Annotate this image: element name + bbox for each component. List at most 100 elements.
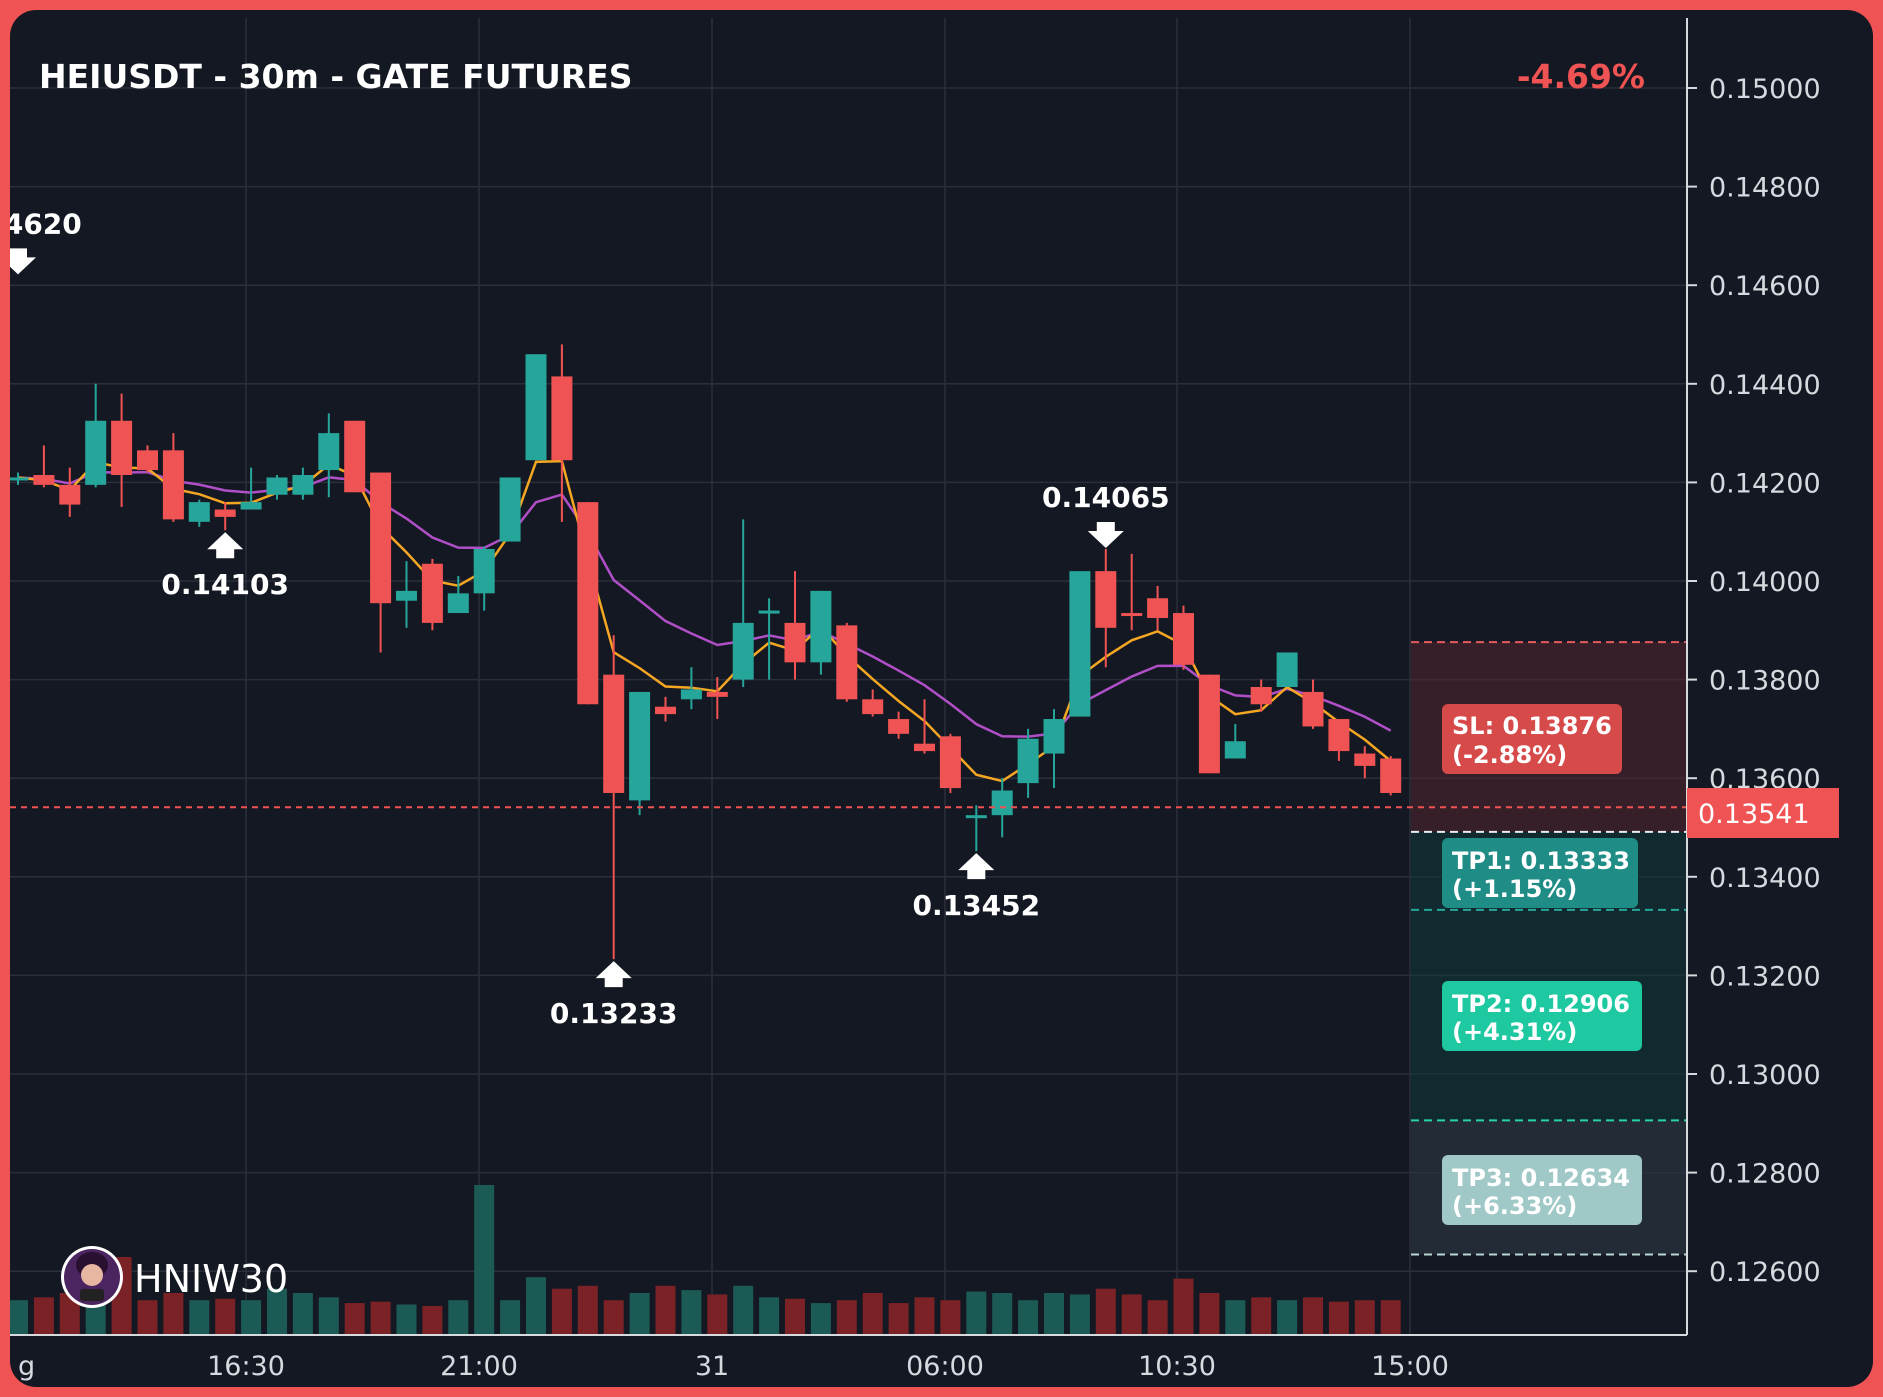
- candle-body: [1069, 571, 1091, 717]
- candle-body: [1276, 652, 1298, 687]
- y-tick-label: 0.14400: [1709, 370, 1821, 401]
- x-tick-label: g: [18, 1351, 35, 1382]
- candle-body: [1121, 613, 1143, 617]
- low-marker-label: 0.13452: [913, 889, 1041, 922]
- sl-badge: SL: 0.13876 (-2.88%): [1442, 704, 1622, 774]
- volume-bar: [707, 1294, 728, 1335]
- volume-bar: [810, 1303, 831, 1335]
- volume-bar: [10, 1300, 28, 1335]
- tp1-badge-percent: (+1.15%): [1452, 875, 1577, 903]
- volume-bar: [526, 1277, 546, 1335]
- volume-bar: [267, 1288, 287, 1335]
- candle-body: [421, 563, 443, 623]
- tp3-badge-price: TP3: 0.12634: [1452, 1164, 1630, 1192]
- price-chart[interactable]: 0.14620 0.14103 0.13233 0.14065 0.13452 0.15…: [10, 10, 1873, 1387]
- volume-bar: [396, 1304, 417, 1335]
- low-marker-label: 0.14103: [161, 568, 289, 601]
- volume-bar: [1147, 1300, 1168, 1335]
- volume-bar: [940, 1300, 961, 1335]
- volume-bar: [966, 1291, 987, 1335]
- price-axis[interactable]: 0.15000 0.14800 0.14600 0.14400 0.14200 0.140…: [1687, 74, 1821, 1288]
- volume-bar: [1380, 1300, 1401, 1335]
- volume-bar: [1018, 1300, 1039, 1335]
- volume-bar: [1303, 1297, 1323, 1335]
- y-tick-label: 0.13800: [1709, 666, 1821, 697]
- volume-bar: [733, 1285, 754, 1335]
- y-tick-label: 0.13000: [1709, 1060, 1821, 1091]
- volume-bar: [655, 1285, 676, 1335]
- volume-bar: [59, 1293, 80, 1335]
- candle-body: [162, 450, 184, 520]
- volume-bar: [1173, 1278, 1194, 1335]
- volume-bar: [344, 1303, 365, 1335]
- candle-body: [188, 502, 210, 522]
- volume-bar: [1095, 1288, 1116, 1335]
- level-lines: [10, 641, 1687, 1256]
- y-tick-label: 0.15000: [1709, 74, 1821, 105]
- candle-body: [396, 590, 417, 601]
- volume-bar: [1121, 1294, 1142, 1335]
- volume-bar: [163, 1293, 184, 1335]
- arrow-up-icon: [207, 532, 244, 559]
- volume-bar: [1354, 1300, 1375, 1335]
- y-tick-label: 0.12600: [1709, 1257, 1821, 1288]
- current-price-label: 0.13541: [1698, 799, 1810, 830]
- candle-body: [1328, 719, 1350, 752]
- tp3-badge: TP3: 0.12634 (+6.33%): [1442, 1155, 1642, 1225]
- candle-body: [266, 477, 288, 495]
- y-tick-label: 0.14000: [1709, 567, 1821, 598]
- tp2-badge-price: TP2: 0.12906: [1452, 990, 1630, 1018]
- volume-bar: [448, 1300, 469, 1335]
- volume-bar: [1069, 1294, 1090, 1335]
- arrow-up-icon: [595, 961, 632, 988]
- candle-body: [603, 674, 625, 793]
- avatar-icon: [61, 1246, 123, 1308]
- candle-body: [318, 433, 340, 471]
- volume-bar: [551, 1288, 572, 1335]
- volume-bar: [1044, 1293, 1064, 1335]
- candle-body: [1043, 719, 1065, 754]
- candle-body: [732, 622, 754, 680]
- candle-body: [784, 622, 806, 663]
- tp3-badge-percent: (+6.33%): [1452, 1192, 1577, 1220]
- candle-body: [1302, 691, 1324, 727]
- chart-frame: 0.14620 0.14103 0.13233 0.14065 0.13452 0.15…: [10, 10, 1873, 1387]
- candle-body: [1224, 741, 1246, 759]
- high-marker-label: 0.14065: [1042, 481, 1170, 514]
- volume-bar: [785, 1298, 805, 1335]
- candle-body: [1250, 686, 1272, 705]
- brand-watermark: HNIW30: [61, 1246, 288, 1308]
- sl-badge-percent: (-2.88%): [1452, 741, 1567, 769]
- current-price-tag: 0.13541: [1687, 788, 1839, 838]
- brand-name: HNIW30: [134, 1257, 288, 1301]
- time-axis[interactable]: g 16:30 21:00 31 06:00 10:30 15:00: [18, 1351, 1449, 1382]
- extreme-markers: 0.14620 0.14103 0.13233 0.14065 0.13452: [10, 207, 1170, 1030]
- volume-bar: [1277, 1300, 1298, 1335]
- grid: [10, 18, 1687, 1335]
- candle-body: [240, 502, 262, 510]
- tp1-badge-price: TP1: 0.13333: [1452, 847, 1630, 875]
- volume-bar: [914, 1297, 935, 1335]
- x-tick-label: 16:30: [207, 1351, 285, 1382]
- volume-bar: [137, 1300, 158, 1335]
- volume-bar: [1328, 1301, 1349, 1335]
- volume-bar: [370, 1301, 391, 1335]
- arrow-down-icon: [10, 248, 36, 275]
- volume-bar: [292, 1293, 313, 1335]
- x-tick-label: 21:00: [440, 1351, 518, 1382]
- volume-bar: [836, 1300, 857, 1335]
- tp1-badge: TP1: 0.13333 (+1.15%): [1442, 838, 1638, 908]
- tp2-badge-percent: (+4.31%): [1452, 1018, 1577, 1046]
- x-tick-label: 10:30: [1138, 1351, 1216, 1382]
- volume-bar: [759, 1297, 780, 1335]
- candle-body: [965, 815, 987, 819]
- price-change: -4.69%: [1517, 57, 1645, 96]
- low-marker-label: 0.13233: [550, 997, 678, 1030]
- high-marker-label: 0.14620: [10, 207, 82, 240]
- candle-body: [344, 420, 366, 493]
- arrow-up-icon: [958, 853, 995, 880]
- candle-body: [1354, 753, 1376, 766]
- y-tick-label: 0.12800: [1709, 1159, 1821, 1190]
- candle-body: [629, 691, 651, 801]
- volume-bars: [10, 1185, 1401, 1335]
